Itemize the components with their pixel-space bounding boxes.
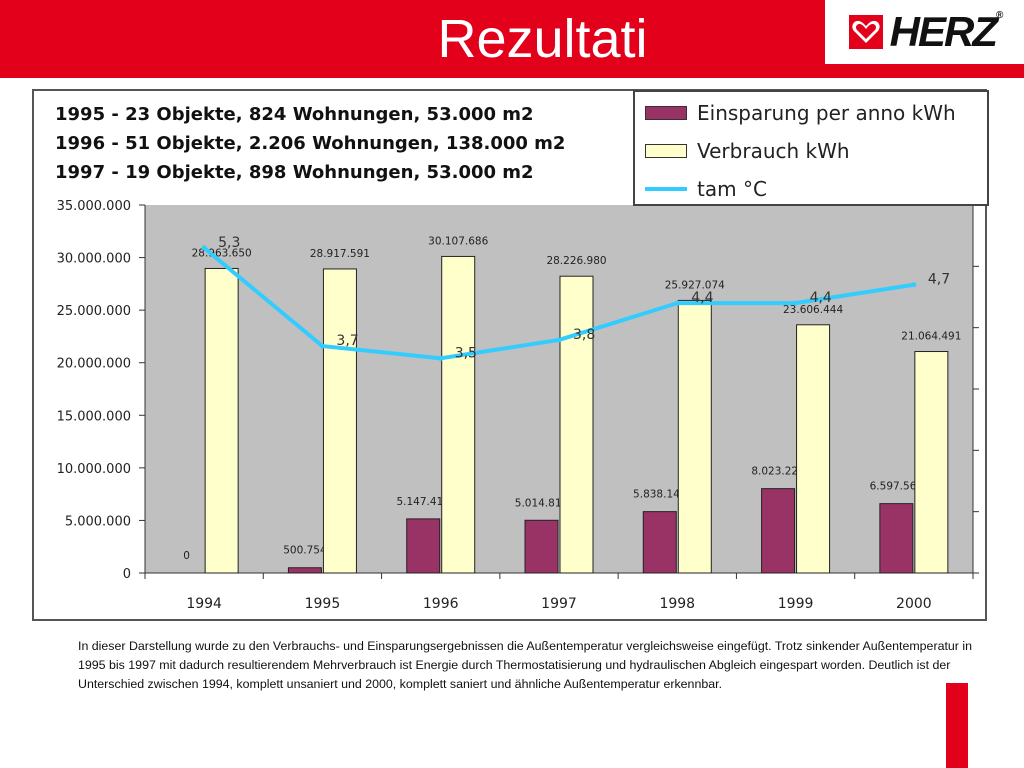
temperature-label: 4,4: [691, 290, 713, 306]
x-tick-label: 1997: [541, 596, 577, 612]
legend-swatch-savings: [645, 106, 687, 120]
temperature-label: 5,3: [218, 235, 240, 251]
slide-title: Rezultati: [437, 9, 648, 69]
consumption-bar: [914, 351, 949, 574]
consumption-bar: [441, 255, 476, 574]
consumption-bar-label: 30.107.686: [428, 235, 488, 247]
x-tick-label: 1999: [778, 596, 814, 612]
temperature-point: [793, 300, 799, 306]
red-accent-stripe: [946, 683, 968, 768]
temperature-label: 3,8: [573, 327, 595, 343]
project-info: 1995 - 23 Objekte, 824 Wohnungen, 53.000…: [55, 100, 565, 187]
x-tick-label: 1995: [305, 596, 341, 612]
x-tick-label: 1998: [659, 596, 695, 612]
legend-swatch-consumption: [645, 144, 687, 158]
savings-bar-label: 5.014.811: [515, 497, 568, 509]
legend-item-temperature: tam °C: [645, 174, 767, 204]
consumption-bar: [322, 268, 357, 574]
legend-label-savings: Einsparung per anno kWh: [697, 101, 956, 125]
y-tick-label-left: 5.000.000: [65, 514, 131, 529]
y-tick-label-left: 35.000.000: [57, 199, 131, 214]
y-tick-label-left: 30.000.000: [57, 252, 131, 267]
temperature-label: 3,5: [455, 345, 477, 361]
explanation-note: In dieser Darstellung wurde zu den Verbr…: [78, 639, 973, 691]
y-tick-label-left: 0: [123, 567, 131, 582]
temperature-point: [674, 300, 680, 306]
consumption-bar-label: 28.963.650: [192, 247, 252, 259]
y-tick-label-left: 25.000.000: [57, 304, 131, 319]
info-line-1996: 1996 - 51 Objekte, 2.206 Wohnungen, 138.…: [55, 133, 566, 154]
x-tick-label: 1996: [423, 596, 459, 612]
logo-wordmark: HERZ®: [889, 8, 1004, 55]
consumption-bar: [559, 275, 594, 574]
consumption-bar-label: 23.606.444: [783, 304, 843, 316]
savings-bar-label: 500.754: [283, 545, 327, 557]
consumption-bar-label: 28.226.980: [546, 255, 606, 267]
savings-bar-label: 8.023.229: [751, 466, 804, 478]
legend-item-savings: Einsparung per anno kWh: [645, 98, 956, 128]
legend-item-consumption: Verbrauch kWh: [645, 136, 850, 166]
consumption-bar-label: 28.917.591: [310, 248, 370, 260]
info-line-1997: 1997 - 19 Objekte, 898 Wohnungen, 53.000…: [55, 162, 534, 183]
savings-bar: [287, 567, 322, 574]
y-tick-label-left: 15.000.000: [57, 409, 131, 424]
legend-label-temperature: tam °C: [697, 177, 767, 201]
herz-logo: HERZ®: [825, 0, 1024, 64]
temperature-point: [201, 245, 207, 251]
savings-bar: [524, 519, 559, 574]
temperature-label: 4,4: [810, 290, 832, 306]
savings-bar-label: 5.838.140: [633, 489, 686, 501]
savings-bar-label: 5.147.413: [396, 496, 449, 508]
consumption-bar-label: 25.927.074: [665, 279, 725, 291]
savings-bar: [642, 511, 677, 574]
consumption-bar: [204, 267, 239, 574]
x-tick-label: 1994: [186, 596, 222, 612]
consumption-bar: [796, 324, 831, 574]
legend-label-consumption: Verbrauch kWh: [697, 139, 850, 163]
savings-bar-label: 0: [183, 550, 190, 562]
temperature-point: [911, 282, 917, 288]
temperature-label: 4,7: [928, 272, 950, 288]
savings-bar: [879, 503, 914, 574]
legend-swatch-temperature: [645, 187, 687, 191]
x-tick-label: 2000: [896, 596, 932, 612]
savings-bar: [406, 518, 441, 574]
temperature-point: [438, 355, 444, 361]
temperature-label: 3,7: [336, 333, 358, 349]
registered-mark: ®: [995, 10, 1004, 21]
temperature-point: [556, 337, 562, 343]
temperature-point: [319, 343, 325, 349]
info-line-1995: 1995 - 23 Objekte, 824 Wohnungen, 53.000…: [55, 104, 534, 125]
combo-chart: 0 5.000.000 10.000.000 15.000.000 20.000.000…: [57, 199, 979, 612]
consumption-bar: [677, 299, 712, 574]
chart-legend: Einsparung per anno kWh Verbrauch kWh ta…: [633, 90, 989, 206]
consumption-bar-label: 21.064.491: [901, 331, 961, 343]
savings-bar: [761, 488, 796, 574]
y-tick-label-left: 10.000.000: [57, 462, 131, 477]
savings-bar-label: 6.597.568: [870, 481, 923, 493]
heart-logo-icon: [848, 15, 883, 49]
plot-area: [145, 205, 973, 573]
y-tick-label-left: 20.000.000: [57, 357, 131, 372]
